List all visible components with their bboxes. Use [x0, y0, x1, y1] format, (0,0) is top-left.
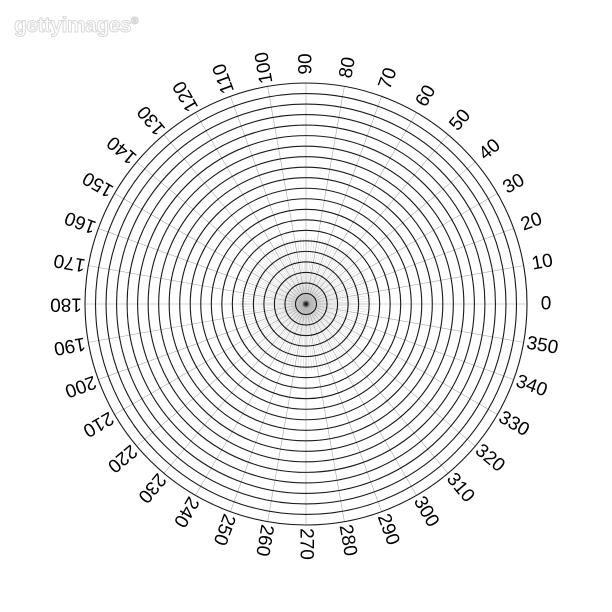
angle-tick-label-200: 200	[62, 371, 99, 402]
angle-tick-label-160: 160	[62, 207, 99, 238]
range-ring-8	[221, 219, 391, 389]
angle-tick-label-70: 70	[375, 65, 402, 92]
range-ring-18	[116, 114, 496, 494]
range-ring-17	[126, 124, 486, 484]
angle-tick-label-250: 250	[209, 511, 240, 548]
angle-tick-label-320: 320	[471, 440, 509, 476]
range-ring-9	[210, 208, 402, 400]
angle-tick-label-290: 290	[373, 511, 404, 548]
angle-tick-label-270: 270	[296, 528, 317, 560]
watermark-text: gettyimages	[13, 14, 132, 38]
getty-images-watermark: gettyimages®	[13, 14, 139, 38]
range-ring-3	[273, 271, 339, 337]
angle-tick-label-210: 210	[79, 407, 117, 441]
angle-tick-label-310: 310	[442, 469, 478, 507]
angle-tick-label-0: 0	[541, 294, 552, 315]
range-ring-2	[284, 282, 328, 326]
angle-tick-label-220: 220	[103, 440, 141, 476]
angle-tick-label-50: 50	[445, 105, 475, 135]
range-ring-6	[242, 240, 370, 368]
angle-tick-label-180: 180	[50, 294, 82, 315]
range-ring-12	[179, 177, 433, 431]
angle-tick-label-150: 150	[79, 167, 117, 201]
range-ring-20	[94, 92, 518, 516]
ring-group	[84, 82, 528, 526]
range-ring-10	[200, 198, 412, 410]
angle-tick-label-10: 10	[530, 250, 554, 274]
angle-tick-label-30: 30	[499, 170, 528, 199]
angle-tick-label-170: 170	[52, 249, 87, 275]
range-ring-13	[168, 166, 444, 442]
range-ring-4	[263, 261, 349, 347]
range-ring-16	[137, 135, 475, 473]
angle-tick-label-190: 190	[52, 333, 87, 359]
angle-tick-label-40: 40	[475, 135, 505, 165]
range-ring-14	[158, 156, 454, 452]
angle-tick-label-90: 90	[296, 53, 317, 74]
range-ring-21	[84, 82, 528, 526]
angle-tick-label-110: 110	[209, 61, 239, 97]
range-ring-1	[294, 292, 318, 316]
watermark-registered-mark: ®	[131, 16, 139, 28]
angle-tick-label-20: 20	[518, 208, 545, 235]
angle-tick-label-230: 230	[133, 469, 169, 507]
hub-center-dot	[304, 302, 308, 306]
angle-tick-label-80: 80	[336, 55, 360, 79]
angle-tick-label-120: 120	[169, 77, 203, 115]
angle-tick-label-100: 100	[251, 50, 277, 85]
angle-tick-label-60: 60	[412, 82, 441, 111]
range-ring-19	[105, 103, 507, 505]
angle-tick-label-330: 330	[495, 407, 533, 441]
range-ring-11	[189, 187, 423, 421]
range-ring-7	[231, 229, 381, 379]
angle-tick-label-130: 130	[133, 101, 169, 139]
angle-tick-label-300: 300	[409, 493, 443, 531]
angle-tick-label-260: 260	[251, 523, 277, 558]
angle-tick-label-240: 240	[169, 493, 203, 531]
angle-tick-label-350: 350	[525, 333, 560, 359]
range-ring-15	[147, 145, 465, 463]
angle-tick-label-340: 340	[513, 371, 550, 402]
angle-tick-label-280: 280	[335, 523, 361, 558]
center-hub	[299, 297, 313, 311]
angle-tick-label-140: 140	[103, 131, 141, 167]
range-ring-5	[252, 250, 360, 358]
